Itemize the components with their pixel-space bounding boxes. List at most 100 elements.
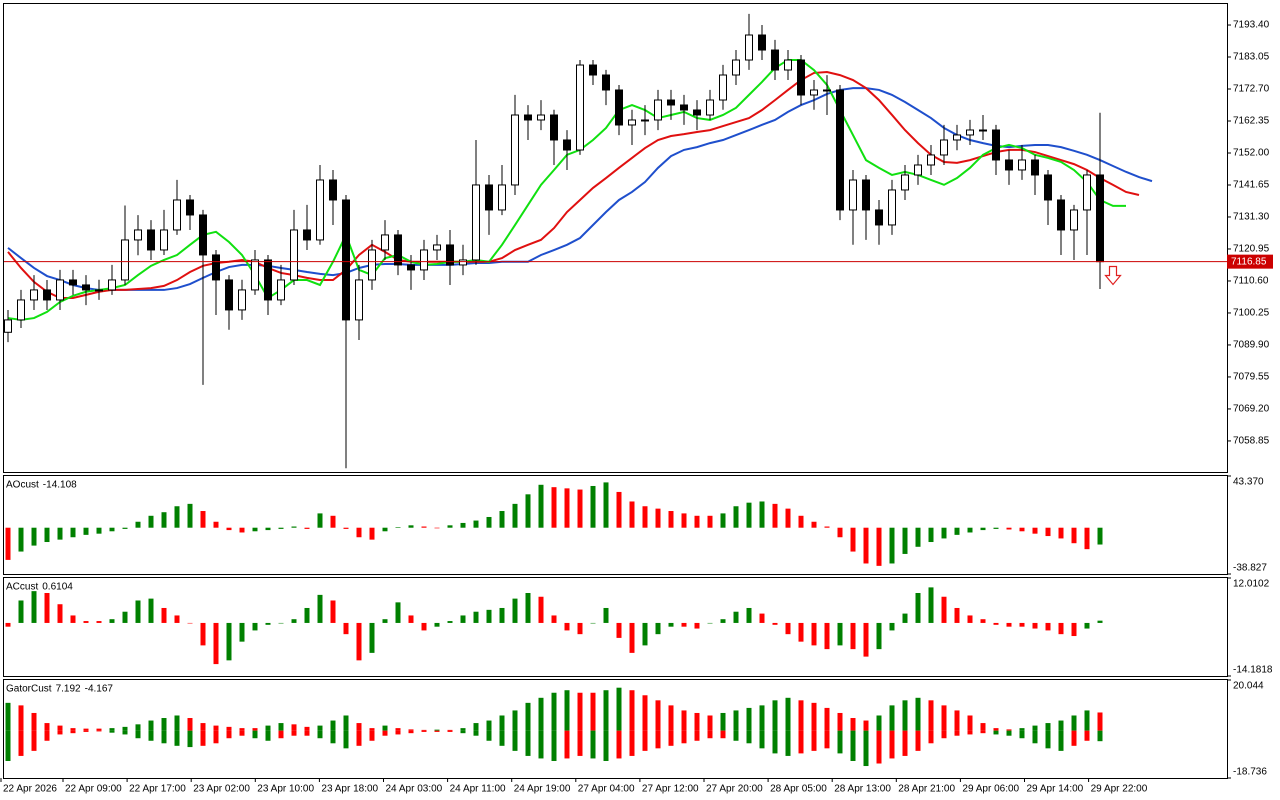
gator-bar: [889, 730, 895, 759]
histogram-bar: [369, 622, 375, 653]
y-tick-label: -18.736: [1233, 767, 1267, 778]
candle-body: [264, 259, 272, 301]
gator-bar: [616, 687, 622, 731]
candle-body: [56, 279, 64, 301]
candle-body: [394, 234, 402, 266]
gator-bar: [746, 707, 752, 731]
gator-bar: [109, 728, 115, 731]
gator-bar: [1045, 730, 1051, 749]
gator-bar: [1045, 723, 1051, 731]
gator-bar: [707, 715, 713, 731]
histogram-bar: [1032, 527, 1038, 534]
gator-panel-frame: [3, 679, 1228, 779]
gator-bar: [265, 730, 271, 741]
candle-body: [602, 74, 610, 91]
histogram-bar: [577, 489, 583, 528]
histogram-bar: [1058, 527, 1064, 539]
gator-bar: [447, 729, 453, 731]
candle-body: [225, 279, 233, 311]
histogram-bar: [538, 596, 544, 623]
candle-body: [1005, 159, 1013, 171]
gator-bar: [902, 730, 908, 756]
histogram-bar: [837, 527, 843, 538]
histogram-bar: [83, 621, 89, 623]
y-tick-label: -14.1818: [1233, 665, 1273, 676]
gator-bar: [967, 715, 973, 731]
histogram-bar: [655, 508, 661, 528]
gator-bar: [252, 728, 258, 731]
histogram-bar: [967, 615, 973, 623]
histogram-bar: [564, 622, 570, 631]
gator-bar: [941, 705, 947, 731]
histogram-bar: [304, 527, 310, 529]
histogram-bar: [460, 522, 466, 528]
gator-bar: [304, 730, 310, 736]
histogram-bar: [239, 622, 245, 642]
histogram-bar: [850, 622, 856, 650]
candle-body: [420, 249, 428, 271]
histogram-bar: [824, 622, 830, 650]
histogram-bar: [109, 619, 115, 623]
histogram-bar: [265, 622, 271, 625]
histogram-bar: [525, 593, 531, 623]
candle-body: [303, 229, 311, 241]
candle-body: [784, 59, 792, 71]
histogram-bar: [1097, 527, 1103, 545]
gator-bar: [746, 730, 752, 744]
histogram-bar: [499, 511, 505, 528]
candle-body: [758, 34, 766, 51]
gator-bar: [694, 730, 700, 741]
x-tick-label: 23 Apr 18:00: [321, 784, 378, 795]
gator-bar: [135, 730, 141, 739]
gator-bar: [356, 730, 362, 746]
gator-bar: [291, 724, 297, 731]
histogram-bar: [278, 527, 284, 529]
histogram-bar: [759, 613, 765, 623]
gator-bar: [395, 730, 401, 735]
gator-bar: [1058, 720, 1064, 731]
candle-body: [537, 114, 545, 121]
y-tick-label: 7110.60: [1233, 276, 1269, 287]
gator-bar: [512, 730, 518, 751]
gator-bar: [603, 730, 609, 761]
gator-bar: [304, 726, 310, 731]
candle-body: [511, 114, 519, 186]
gator-bar: [720, 712, 726, 731]
gator-bar: [57, 730, 63, 735]
histogram-bar: [408, 615, 414, 623]
gator-bar: [5, 730, 11, 761]
y-tick-label: 12.0102: [1233, 579, 1270, 590]
histogram-bar: [187, 503, 193, 528]
histogram-bar: [1032, 622, 1038, 629]
gator-bar: [876, 715, 882, 731]
gator-bar: [96, 730, 102, 732]
gator-bar: [187, 730, 193, 748]
histogram-bar: [577, 622, 583, 635]
histogram-bar: [473, 611, 479, 623]
histogram-bar: [629, 501, 635, 528]
x-tick-label: 29 Apr 22:00: [1091, 784, 1148, 795]
gator-bar: [226, 726, 232, 731]
histogram-bar: [902, 613, 908, 623]
gator-bar: [967, 730, 973, 735]
histogram-bar: [668, 622, 674, 627]
candle-body: [654, 99, 662, 121]
gator-bar: [629, 690, 635, 731]
histogram-bar: [44, 593, 50, 623]
candle-body: [134, 229, 142, 241]
gator-bar: [915, 697, 921, 731]
gator-bar: [239, 730, 245, 736]
candle-body: [4, 319, 12, 333]
histogram-bar: [382, 619, 388, 623]
gator-bar: [577, 692, 583, 731]
histogram-bar: [512, 503, 518, 528]
gator-bar: [1058, 730, 1064, 751]
gator-bar: [395, 728, 401, 731]
y-tick-label: 7141.65: [1233, 180, 1270, 191]
histogram-bar: [1058, 622, 1064, 635]
histogram-bar: [551, 487, 557, 528]
gator-bar: [733, 730, 739, 741]
y-tick-label: 7120.95: [1233, 244, 1270, 255]
candle-body: [277, 279, 285, 301]
gator-bar: [590, 692, 596, 731]
